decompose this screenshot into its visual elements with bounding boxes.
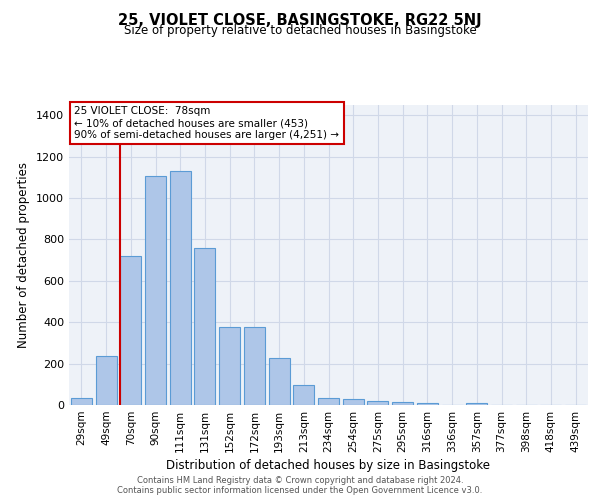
- Bar: [95, 356, 116, 405]
- Bar: [71, 398, 92, 405]
- Text: 25 VIOLET CLOSE:  78sqm
← 10% of detached houses are smaller (453)
90% of semi-d: 25 VIOLET CLOSE: 78sqm ← 10% of detached…: [74, 106, 339, 140]
- Text: 25, VIOLET CLOSE, BASINGSTOKE, RG22 5NJ: 25, VIOLET CLOSE, BASINGSTOKE, RG22 5NJ: [118, 12, 482, 28]
- Bar: [343, 399, 364, 405]
- Bar: [417, 403, 438, 405]
- Bar: [194, 248, 215, 405]
- Bar: [392, 402, 413, 405]
- Bar: [367, 401, 388, 405]
- Bar: [466, 403, 487, 405]
- Bar: [269, 358, 290, 405]
- Text: Size of property relative to detached houses in Basingstoke: Size of property relative to detached ho…: [124, 24, 476, 37]
- Bar: [219, 328, 240, 405]
- Bar: [120, 256, 141, 405]
- Bar: [318, 398, 339, 405]
- Bar: [244, 328, 265, 405]
- Bar: [145, 176, 166, 405]
- Text: Contains public sector information licensed under the Open Government Licence v3: Contains public sector information licen…: [118, 486, 482, 495]
- X-axis label: Distribution of detached houses by size in Basingstoke: Distribution of detached houses by size …: [167, 459, 491, 472]
- Bar: [293, 386, 314, 405]
- Bar: [170, 171, 191, 405]
- Text: Contains HM Land Registry data © Crown copyright and database right 2024.: Contains HM Land Registry data © Crown c…: [137, 476, 463, 485]
- Y-axis label: Number of detached properties: Number of detached properties: [17, 162, 31, 348]
